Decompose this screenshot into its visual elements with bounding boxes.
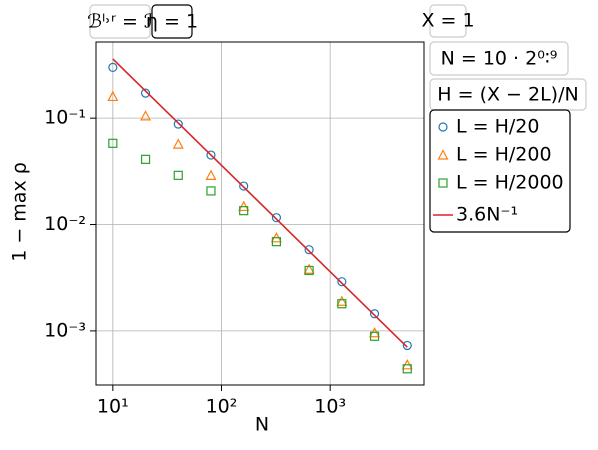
marker	[173, 170, 183, 180]
marker	[108, 62, 118, 73]
legend-label: L = H/200	[456, 144, 552, 166]
annotation-box	[429, 41, 569, 76]
legend-box	[429, 109, 571, 233]
marker	[337, 299, 347, 309]
marker	[271, 213, 282, 223]
marker	[205, 169, 217, 180]
annotation-box	[429, 4, 467, 38]
annotation: N = 10 · 2⁰∶⁹	[441, 48, 558, 70]
marker	[206, 150, 216, 160]
marker	[172, 138, 184, 149]
marker	[206, 186, 216, 196]
annotation: η = 1	[146, 11, 198, 33]
marker	[271, 237, 282, 247]
marker	[303, 263, 315, 274]
annotation: X = 1	[421, 10, 474, 32]
x-tick-label: 10³	[314, 396, 346, 418]
marker	[173, 119, 183, 129]
y-tick-label: 10⁻²	[44, 213, 86, 235]
marker	[336, 295, 348, 306]
x-axis-label: N	[255, 414, 269, 436]
marker	[239, 206, 249, 216]
x-tick-label: 10²	[206, 396, 238, 418]
marker	[402, 340, 412, 351]
annotation-box	[151, 4, 193, 39]
marker	[304, 245, 314, 255]
x-tick-label: 10¹	[97, 396, 129, 418]
legend-label: 3.6N⁻¹	[456, 204, 518, 226]
marker	[369, 331, 380, 341]
marker	[140, 154, 151, 164]
y-tick-label: 10⁻³	[44, 319, 86, 341]
marker	[107, 90, 119, 102]
marker	[239, 181, 249, 191]
marker	[402, 364, 412, 374]
annotation: H = (X − 2L)/N	[437, 84, 578, 106]
marker	[337, 277, 347, 287]
legend-label: L = H/2000	[456, 172, 564, 194]
annotation-box	[89, 4, 151, 39]
legend-swatch	[438, 122, 448, 132]
marker	[369, 309, 380, 319]
annotation: ℬˡ˒ʳ = ℐ	[87, 11, 153, 33]
legend-swatch	[437, 149, 449, 160]
y-axis-label: 1 − max ρ	[9, 162, 31, 262]
marker	[108, 138, 118, 148]
marker	[304, 265, 314, 276]
legend-label: L = H/20	[456, 116, 539, 138]
legend-swatch	[438, 178, 448, 188]
marker	[140, 110, 152, 121]
marker	[140, 88, 151, 98]
y-tick-label: 10⁻¹	[44, 107, 86, 129]
plot-frame	[95, 41, 425, 386]
fit-line	[112, 58, 408, 348]
